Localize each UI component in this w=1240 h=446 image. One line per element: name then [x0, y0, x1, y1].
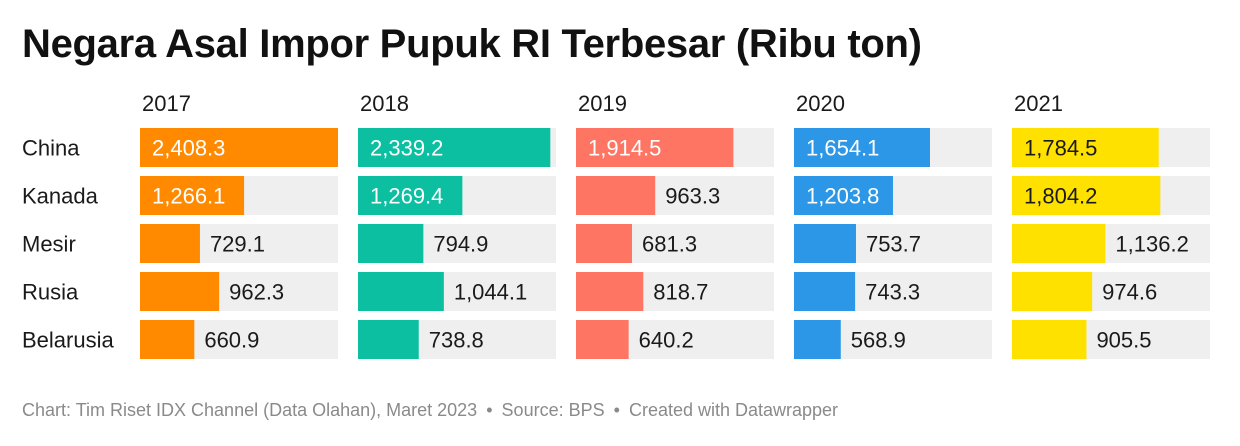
bar: [358, 128, 551, 167]
bar: [794, 272, 856, 311]
footer-source: Source: BPS: [501, 400, 605, 420]
data-label: 905.5: [1096, 328, 1151, 353]
bar: [794, 224, 856, 263]
data-label: 729.1: [210, 232, 265, 257]
data-label: 794.9: [433, 232, 488, 257]
category-label: Kanada: [22, 184, 99, 209]
bar: [140, 224, 200, 263]
category-label: China: [22, 136, 80, 161]
bar: [1012, 320, 1087, 359]
data-label: 974.6: [1102, 280, 1157, 305]
category-label: Mesir: [22, 232, 76, 257]
panel-year-label: 2019: [578, 91, 627, 116]
category-label: Rusia: [22, 280, 79, 305]
bar: [1012, 128, 1159, 167]
data-label: 660.9: [204, 328, 259, 353]
data-label: 1,804.2: [1024, 184, 1097, 209]
data-label: 1,914.5: [588, 136, 661, 161]
bar: [358, 176, 463, 215]
panel-year-label: 2021: [1014, 91, 1063, 116]
small-multiples-bar-chart: China Kanada Mesir Rusia Belarusia 2017 2,408.…: [22, 91, 1210, 359]
data-label: 1,203.8: [806, 184, 879, 209]
data-label: 738.8: [429, 328, 484, 353]
data-label: 2,339.2: [370, 136, 443, 161]
bar: [794, 128, 930, 167]
data-label: 2,408.3: [152, 136, 225, 161]
data-label: 640.2: [639, 328, 694, 353]
data-label: 962.3: [229, 280, 284, 305]
data-label: 753.7: [866, 232, 921, 257]
bar: [576, 176, 656, 215]
bar: [140, 128, 338, 167]
bar: [140, 320, 195, 359]
bar: [576, 320, 629, 359]
data-label: 1,784.5: [1024, 136, 1097, 161]
bar: [140, 176, 245, 215]
footer-separator: •: [613, 400, 620, 420]
chart-title: Negara Asal Impor Pupuk RI Terbesar (Rib…: [22, 22, 922, 66]
data-label: 743.3: [865, 280, 920, 305]
footer-created: Created with Datawrapper: [628, 400, 839, 420]
bar: [576, 224, 633, 263]
data-label: 1,654.1: [806, 136, 879, 161]
bar: [1012, 272, 1093, 311]
data-label: 1,266.1: [152, 184, 225, 209]
bar: [1012, 224, 1106, 263]
bar: [1012, 176, 1161, 215]
bar: [140, 272, 220, 311]
bar: [358, 272, 444, 311]
bar: [794, 176, 893, 215]
category-label: Belarusia: [22, 328, 114, 353]
data-label: 1,136.2: [1115, 232, 1188, 257]
footer-separator: •: [486, 400, 493, 420]
chart-footer: Chart: Tim Riset IDX Channel (Data Olaha…: [22, 400, 838, 421]
data-label: 818.7: [653, 280, 708, 305]
panel-year-label: 2017: [142, 91, 191, 116]
panel-year-label: 2020: [796, 91, 845, 116]
data-label: 681.3: [642, 232, 697, 257]
bar: [576, 128, 734, 167]
footer-credit: Chart: Tim Riset IDX Channel (Data Olaha…: [22, 400, 478, 420]
panel-year-label: 2018: [360, 91, 409, 116]
bar: [576, 272, 644, 311]
bar: [358, 320, 419, 359]
data-label: 1,044.1: [454, 280, 527, 305]
data-label: 568.9: [851, 328, 906, 353]
data-label: 963.3: [665, 184, 720, 209]
bar: [358, 224, 424, 263]
data-label: 1,269.4: [370, 184, 443, 209]
bar: [794, 320, 841, 359]
